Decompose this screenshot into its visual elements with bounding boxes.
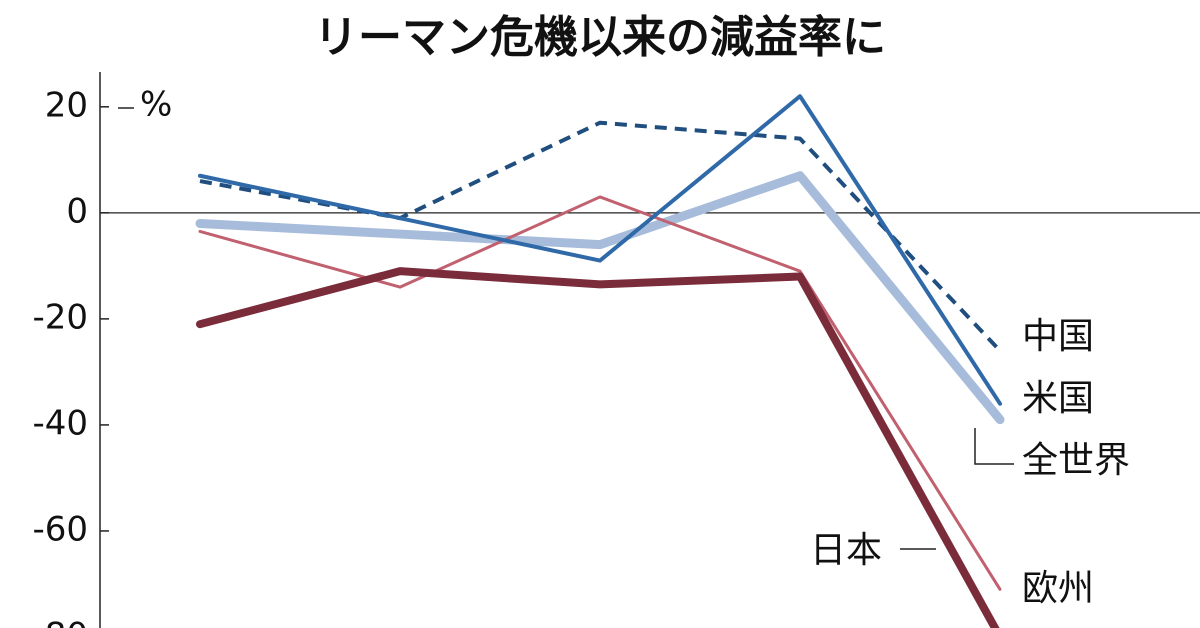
series-line <box>198 94 1002 406</box>
chart-title: リーマン危機以来の減益率に <box>314 12 886 63</box>
series-line <box>199 120 1002 353</box>
y-unit: % <box>140 85 172 125</box>
y-tick-label: -20 <box>32 297 88 337</box>
series-label: 全世界 <box>1022 440 1130 481</box>
label-leader <box>974 428 1014 465</box>
series-label: 日本 <box>810 530 882 571</box>
series-line <box>195 171 1005 425</box>
series-label: 米国 <box>1022 378 1094 419</box>
y-tick-label: 0 <box>66 191 88 231</box>
series-line <box>198 195 1002 591</box>
series-label: 中国 <box>1022 316 1094 357</box>
y-tick-label: 20 <box>45 85 88 125</box>
series-label: 欧州 <box>1022 568 1094 609</box>
y-tick-label: -60 <box>32 509 88 549</box>
y-tick-label: -80 <box>32 616 88 628</box>
series-line <box>196 267 1000 628</box>
y-tick-label: -40 <box>32 403 88 443</box>
